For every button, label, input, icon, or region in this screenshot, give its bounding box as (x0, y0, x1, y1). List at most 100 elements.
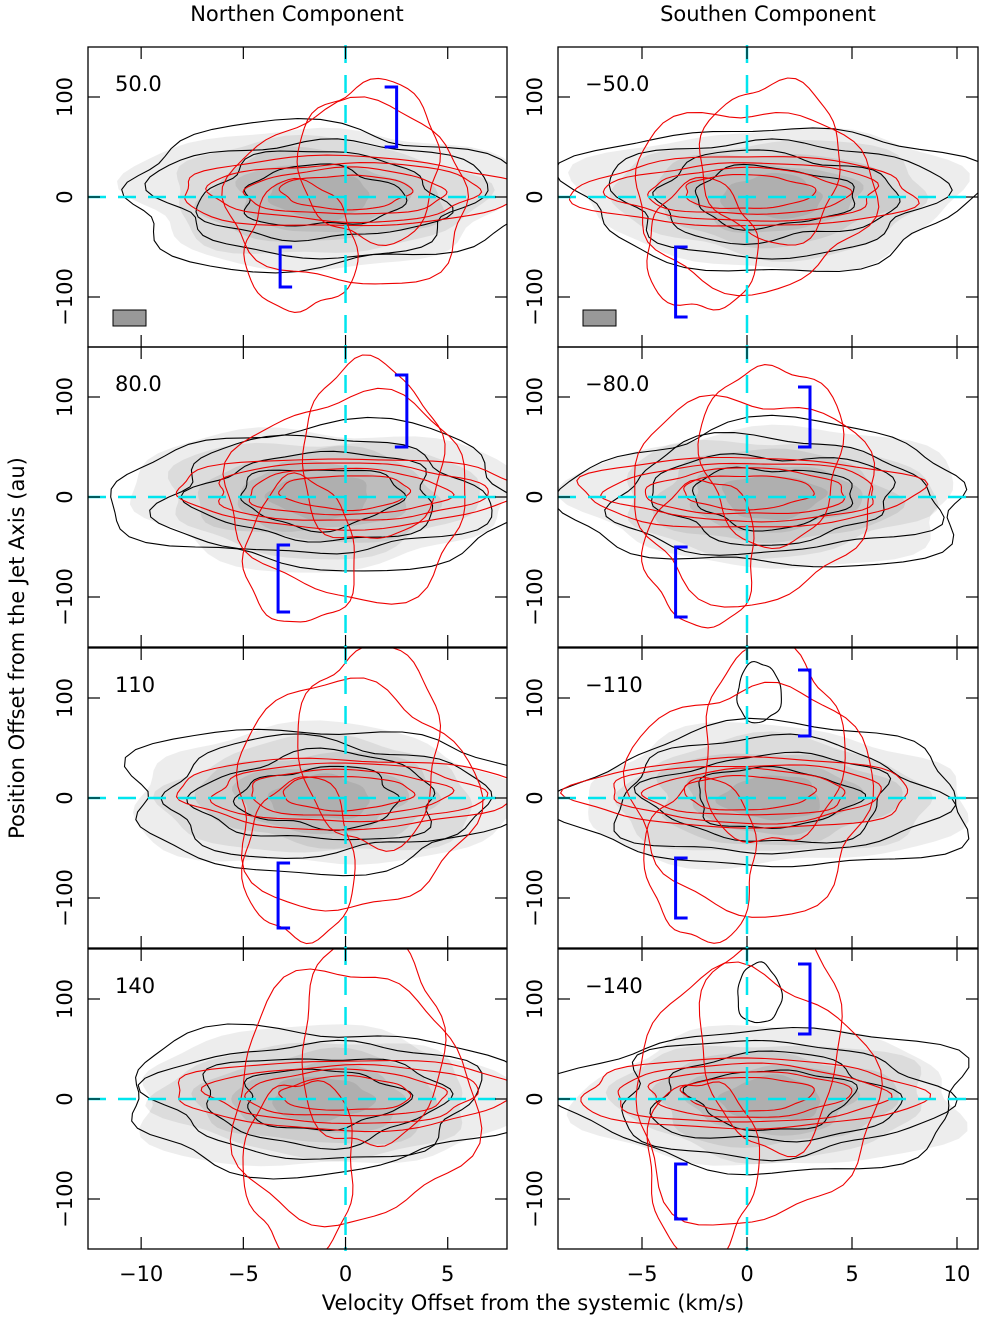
panel (88, 354, 507, 623)
bracket (276, 543, 291, 614)
model-contour (568, 156, 920, 227)
model-contour (640, 767, 846, 816)
y-tick-label: −100 (523, 568, 547, 626)
emission (138, 1024, 507, 1167)
x-tick-label: 10 (944, 1262, 971, 1286)
emission (568, 127, 970, 272)
model-contour (205, 162, 483, 224)
model-contour (242, 1080, 354, 1249)
model-contour (580, 1057, 932, 1130)
model-contour (617, 1062, 893, 1123)
y-tick-label: 100 (53, 678, 77, 718)
model-contour (646, 176, 759, 311)
x-tick-label: 5 (441, 1262, 454, 1286)
bracket (674, 1162, 688, 1221)
model-contour (244, 1068, 448, 1117)
contour (558, 414, 968, 568)
contour (149, 434, 493, 555)
panel (558, 364, 978, 629)
y-tick-label: 0 (523, 1092, 547, 1105)
contour (195, 150, 454, 242)
bracket (798, 385, 812, 449)
model-contour (576, 456, 929, 528)
model-contour (641, 479, 755, 629)
bracket (394, 373, 409, 449)
x-tick-label: −5 (627, 1262, 658, 1286)
x-tick-label: 0 (339, 1262, 352, 1286)
panel (88, 77, 507, 313)
contour (737, 961, 783, 1024)
model-contour (685, 173, 817, 209)
x-tick-label: 5 (845, 1262, 858, 1286)
model-contour (175, 458, 507, 531)
model-contour (301, 949, 447, 1148)
emission (626, 439, 939, 560)
panel-label: −50.0 (585, 72, 649, 96)
emission (566, 1025, 968, 1166)
model-contour (222, 387, 466, 605)
y-tick-label: −100 (53, 1170, 77, 1228)
panel-label: 140 (115, 974, 155, 998)
x-tick-label: −10 (119, 1262, 163, 1286)
model-contour (602, 162, 880, 222)
model-contour (282, 776, 416, 812)
model-contour (297, 648, 442, 852)
emission (588, 722, 969, 870)
y-tick-label: 100 (53, 377, 77, 417)
emission (272, 1076, 377, 1123)
y-tick-label: 100 (523, 77, 547, 117)
model-contour (218, 462, 489, 521)
model-contour (278, 1074, 412, 1111)
emission (133, 720, 507, 865)
model-contour (184, 154, 507, 227)
model-contour (241, 776, 356, 945)
panel (88, 648, 507, 945)
contour (558, 127, 978, 273)
model-contour (278, 174, 414, 211)
model-contour (683, 774, 817, 811)
model-contour (698, 949, 843, 1158)
x-tick-label: 0 (740, 1262, 753, 1286)
y-tick-label: 100 (53, 77, 77, 117)
column-title: Northen Component (190, 2, 404, 26)
panel-label: −110 (585, 673, 643, 697)
emission (655, 753, 903, 846)
bracket (674, 245, 688, 319)
model-contour (559, 756, 909, 829)
y-tick-label: 0 (53, 190, 77, 203)
emission (231, 764, 410, 835)
model-contour (600, 462, 874, 523)
beam (112, 309, 147, 327)
panel-label: 80.0 (115, 372, 162, 396)
bracket (798, 962, 812, 1036)
model-contour (679, 1076, 815, 1112)
y-tick-label: 0 (523, 190, 547, 203)
y-tick-label: −100 (523, 268, 547, 326)
panel-label: 110 (115, 673, 155, 697)
model-contour (683, 475, 815, 511)
bracket (276, 861, 291, 930)
contour (232, 765, 401, 831)
model-contour (643, 776, 758, 944)
y-tick-label: −100 (53, 568, 77, 626)
contour (558, 1026, 970, 1176)
bracket (798, 668, 812, 738)
emission (609, 140, 929, 262)
model-contour (241, 472, 355, 623)
emission (717, 1074, 821, 1120)
model-contour (243, 177, 359, 313)
contour (558, 717, 970, 868)
bracket (278, 245, 293, 289)
y-tick-label: 100 (523, 678, 547, 718)
panel (558, 77, 978, 311)
y-tick-label: −100 (53, 268, 77, 326)
emission (715, 775, 820, 821)
model-contour (613, 764, 882, 825)
y-tick-label: 100 (523, 377, 547, 417)
model-contour (634, 112, 880, 297)
y-tick-label: 0 (53, 490, 77, 503)
model-contour (175, 757, 507, 831)
model-contour (301, 354, 446, 539)
panel (88, 949, 507, 1249)
panel (558, 648, 978, 944)
